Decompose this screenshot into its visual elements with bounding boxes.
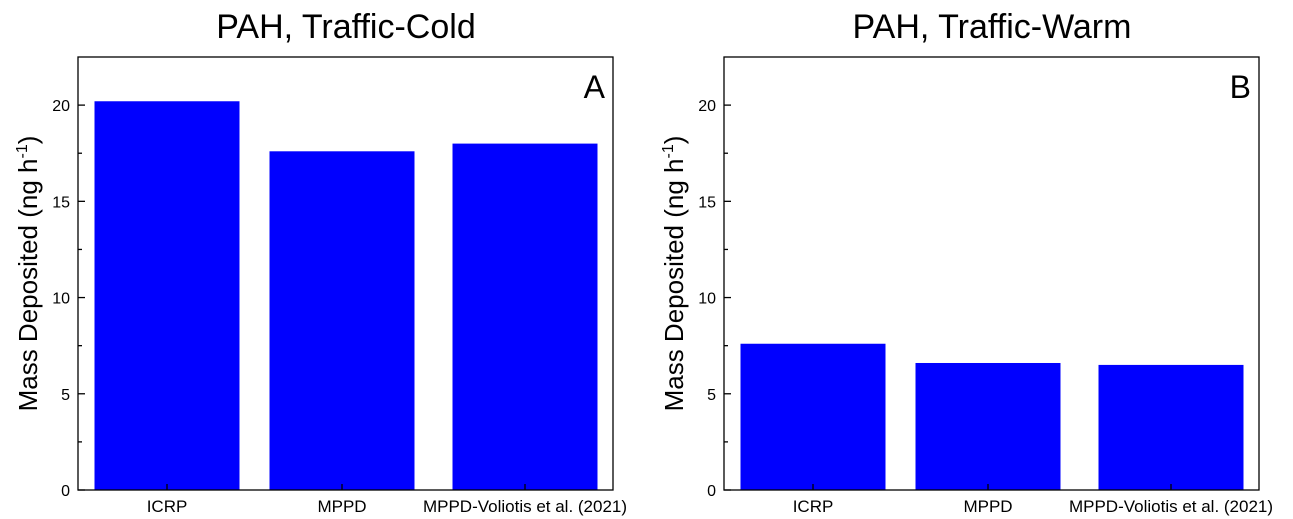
y-axis-label-close: ): [659, 136, 689, 145]
y-axis-label-main: Mass Deposited (ng h: [13, 159, 43, 412]
y-axis-label: Mass Deposited (ng h-1): [659, 136, 689, 412]
y-axis-label: Mass Deposited (ng h-1): [13, 136, 43, 412]
x-tick-label: ICRP: [147, 497, 188, 516]
x-tick-label: MPPD: [963, 497, 1012, 516]
y-tick-label: 5: [61, 387, 70, 404]
bar-mppd: [269, 151, 415, 490]
panel-label: B: [1230, 69, 1251, 105]
y-axis-label-main: Mass Deposited (ng h: [659, 159, 689, 412]
panel-b: PAH, Traffic-Warm 0 5 10 15 20 ICRP MPPD MPPD-Vo…: [659, 8, 1273, 516]
bar-mppd-voliotis-et-al-2021: [452, 143, 598, 490]
y-tick-label: 20: [52, 98, 70, 115]
y-axis-label-superscript: -1: [14, 144, 31, 158]
chart-title: PAH, Traffic-Warm: [853, 8, 1132, 46]
x-tick-label: ICRP: [793, 497, 834, 516]
plot-frame: [723, 56, 1260, 491]
y-tick-label: 15: [698, 194, 716, 211]
bar-icrp: [94, 101, 240, 491]
x-tick-label: MPPD-Voliotis et al. (2021): [423, 497, 627, 516]
y-tick-label: 10: [52, 291, 70, 308]
y-tick-label: 0: [61, 483, 70, 500]
x-tick-label: MPPD-Voliotis et al. (2021): [1069, 497, 1273, 516]
bar-mppd: [915, 362, 1061, 490]
bar-mppd-voliotis-et-al-2021: [1098, 364, 1244, 490]
y-tick-label: 20: [698, 98, 716, 115]
panel-label: A: [584, 69, 606, 105]
plot-frame: [77, 56, 614, 491]
y-axis-label-close: ): [13, 136, 43, 145]
panel-a: PAH, Traffic-Cold 0 5 10 15 20 ICRP MPPD MPPD-Vo…: [13, 8, 627, 516]
chart-title: PAH, Traffic-Cold: [216, 8, 475, 46]
y-tick-label: 5: [707, 387, 716, 404]
y-tick-label: 10: [698, 291, 716, 308]
x-tick-label: MPPD: [317, 497, 366, 516]
y-tick-label: 0: [707, 483, 716, 500]
y-tick-label: 15: [52, 194, 70, 211]
y-axis-label-superscript: -1: [660, 144, 677, 158]
bar-icrp: [740, 343, 886, 490]
